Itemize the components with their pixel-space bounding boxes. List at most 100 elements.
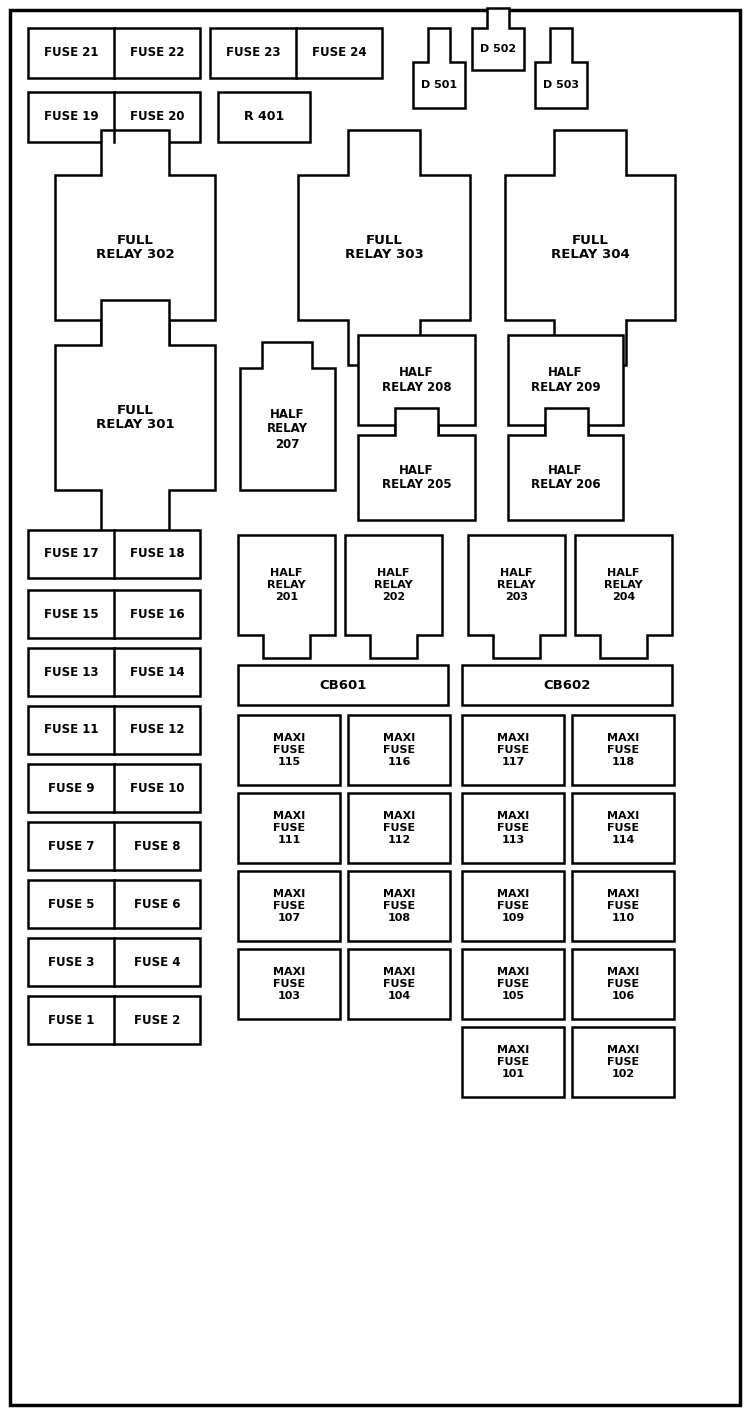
Bar — [348, 793, 450, 862]
Text: MAXI
FUSE
116: MAXI FUSE 116 — [382, 733, 416, 766]
Bar — [28, 590, 200, 639]
Text: FUSE 9: FUSE 9 — [48, 782, 94, 794]
Text: D 502: D 502 — [480, 44, 516, 54]
Text: MAXI
FUSE
104: MAXI FUSE 104 — [382, 967, 416, 1001]
Polygon shape — [55, 300, 215, 535]
Text: CB602: CB602 — [543, 678, 591, 691]
Bar — [238, 666, 448, 705]
Text: MAXI
FUSE
112: MAXI FUSE 112 — [382, 811, 416, 844]
Bar — [572, 715, 674, 784]
Polygon shape — [358, 336, 475, 455]
Text: HALF
RELAY
207: HALF RELAY 207 — [267, 408, 308, 450]
Text: FUSE 2: FUSE 2 — [134, 1014, 180, 1027]
Text: FUSE 24: FUSE 24 — [312, 47, 366, 59]
Bar — [28, 28, 200, 78]
Text: MAXI
FUSE
110: MAXI FUSE 110 — [607, 889, 639, 923]
Text: HALF
RELAY 205: HALF RELAY 205 — [382, 463, 452, 491]
Bar — [210, 28, 382, 78]
Text: FUSE 19: FUSE 19 — [44, 110, 98, 123]
Text: FUSE 11: FUSE 11 — [44, 724, 98, 736]
Text: FUSE 5: FUSE 5 — [48, 898, 94, 910]
Text: FULL
RELAY 302: FULL RELAY 302 — [96, 234, 174, 262]
Text: FUSE 15: FUSE 15 — [44, 607, 98, 620]
Bar — [28, 92, 200, 142]
Bar — [28, 823, 200, 869]
Polygon shape — [505, 130, 675, 365]
Polygon shape — [413, 28, 465, 108]
Text: MAXI
FUSE
106: MAXI FUSE 106 — [607, 967, 639, 1001]
Text: HALF
RELAY 206: HALF RELAY 206 — [531, 463, 600, 491]
Text: FUSE 17: FUSE 17 — [44, 548, 98, 561]
Polygon shape — [508, 336, 623, 455]
Polygon shape — [508, 408, 623, 520]
Text: FUSE 7: FUSE 7 — [48, 840, 94, 852]
Text: FUSE 22: FUSE 22 — [130, 47, 184, 59]
Bar — [28, 707, 200, 753]
Text: MAXI
FUSE
115: MAXI FUSE 115 — [273, 733, 305, 766]
Bar — [238, 871, 340, 942]
Text: D 501: D 501 — [421, 79, 457, 91]
Text: MAXI
FUSE
109: MAXI FUSE 109 — [496, 889, 530, 923]
Polygon shape — [238, 535, 335, 658]
Text: HALF
RELAY
204: HALF RELAY 204 — [604, 568, 643, 602]
Bar — [28, 937, 200, 986]
Bar — [238, 715, 340, 784]
Text: MAXI
FUSE
117: MAXI FUSE 117 — [496, 733, 530, 766]
Text: FUSE 14: FUSE 14 — [130, 666, 184, 678]
Text: MAXI
FUSE
113: MAXI FUSE 113 — [496, 811, 530, 844]
Text: FUSE 8: FUSE 8 — [134, 840, 180, 852]
Bar — [218, 92, 310, 142]
Text: FUSE 13: FUSE 13 — [44, 666, 98, 678]
Text: FULL
RELAY 301: FULL RELAY 301 — [96, 404, 174, 432]
Text: MAXI
FUSE
108: MAXI FUSE 108 — [382, 889, 416, 923]
Text: MAXI
FUSE
118: MAXI FUSE 118 — [607, 733, 639, 766]
Text: FUSE 4: FUSE 4 — [134, 956, 180, 969]
Bar — [238, 793, 340, 862]
Bar — [462, 666, 672, 705]
Bar — [348, 871, 450, 942]
Polygon shape — [358, 408, 475, 520]
Bar — [572, 949, 674, 1020]
Text: HALF
RELAY 209: HALF RELAY 209 — [531, 365, 600, 394]
Bar — [28, 765, 200, 811]
Bar — [28, 649, 200, 697]
Text: MAXI
FUSE
107: MAXI FUSE 107 — [273, 889, 305, 923]
Text: FUSE 10: FUSE 10 — [130, 782, 184, 794]
Bar — [462, 949, 564, 1020]
Bar — [462, 1027, 564, 1097]
Text: MAXI
FUSE
103: MAXI FUSE 103 — [273, 967, 305, 1001]
Text: FUSE 12: FUSE 12 — [130, 724, 184, 736]
Text: MAXI
FUSE
114: MAXI FUSE 114 — [607, 811, 639, 844]
Text: FUSE 23: FUSE 23 — [226, 47, 280, 59]
Polygon shape — [55, 130, 215, 365]
Polygon shape — [468, 535, 565, 658]
Text: HALF
RELAY 208: HALF RELAY 208 — [382, 365, 452, 394]
Text: FULL
RELAY 303: FULL RELAY 303 — [344, 234, 423, 262]
Text: FUSE 21: FUSE 21 — [44, 47, 98, 59]
Text: HALF
RELAY
203: HALF RELAY 203 — [497, 568, 536, 602]
Bar — [462, 793, 564, 862]
Text: FUSE 18: FUSE 18 — [130, 548, 184, 561]
Bar — [572, 871, 674, 942]
Bar — [572, 1027, 674, 1097]
Polygon shape — [575, 535, 672, 658]
Text: MAXI
FUSE
101: MAXI FUSE 101 — [496, 1045, 530, 1079]
Bar — [572, 793, 674, 862]
Text: MAXI
FUSE
102: MAXI FUSE 102 — [607, 1045, 639, 1079]
Bar — [238, 949, 340, 1020]
Text: CB601: CB601 — [320, 678, 367, 691]
Polygon shape — [298, 130, 470, 365]
Polygon shape — [240, 343, 335, 490]
Text: FUSE 6: FUSE 6 — [134, 898, 180, 910]
Text: MAXI
FUSE
111: MAXI FUSE 111 — [273, 811, 305, 844]
Text: HALF
RELAY
202: HALF RELAY 202 — [374, 568, 413, 602]
Text: FUSE 16: FUSE 16 — [130, 607, 184, 620]
Polygon shape — [345, 535, 442, 658]
Text: HALF
RELAY
201: HALF RELAY 201 — [267, 568, 306, 602]
Text: MAXI
FUSE
105: MAXI FUSE 105 — [496, 967, 530, 1001]
Bar — [28, 530, 200, 578]
Text: FULL
RELAY 304: FULL RELAY 304 — [550, 234, 629, 262]
Bar — [462, 871, 564, 942]
Bar — [348, 949, 450, 1020]
Text: FUSE 20: FUSE 20 — [130, 110, 184, 123]
